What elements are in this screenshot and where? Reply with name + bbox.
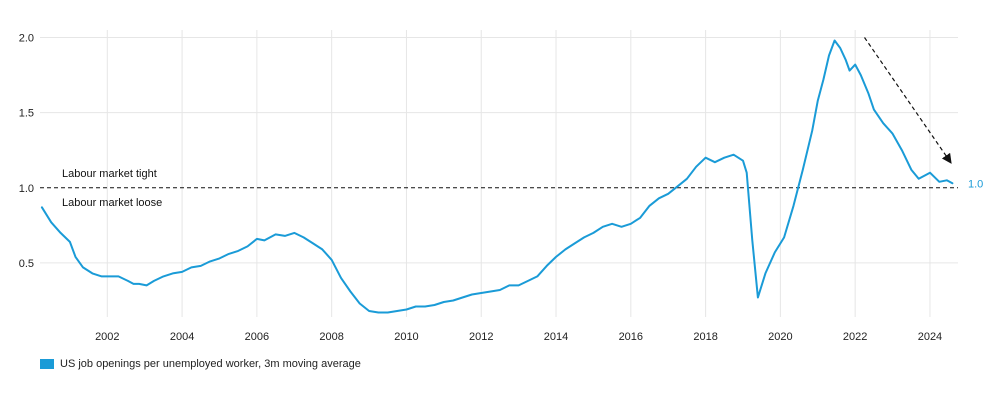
x-tick-label: 2022: [843, 331, 867, 343]
x-tick-label: 2008: [319, 331, 343, 343]
x-tick-label: 2002: [95, 331, 119, 343]
x-tick-label: 2024: [918, 331, 942, 343]
x-tick-label: 2016: [619, 331, 643, 343]
annotation-tight: Labour market tight: [62, 168, 157, 180]
y-tick-label: 1.0: [19, 183, 34, 195]
x-tick-label: 2006: [245, 331, 269, 343]
x-tick-label: 2018: [693, 331, 717, 343]
y-tick-label: 1.5: [19, 108, 34, 120]
series-line: [40, 39, 954, 314]
y-tick-label: 2.0: [19, 33, 34, 45]
x-tick-label: 2020: [768, 331, 792, 343]
legend-swatch: [40, 359, 54, 369]
x-tick-label: 2012: [469, 331, 493, 343]
trend-arrow: [864, 37, 952, 164]
line-chart: 0.5 1.0 1.5 2.0 2002 2004 2006 2008 2010 2012 2014…: [19, 30, 983, 343]
y-tick-label: 0.5: [19, 258, 34, 270]
end-value-label: 1.0: [968, 178, 983, 190]
legend: US job openings per unemployed worker, 3…: [40, 358, 361, 370]
x-tick-label: 2004: [170, 331, 194, 343]
x-tick-label: 2010: [394, 331, 418, 343]
legend-label: US job openings per unemployed worker, 3…: [60, 358, 361, 370]
annotation-loose: Labour market loose: [62, 197, 162, 209]
x-tick-label: 2014: [544, 331, 568, 343]
